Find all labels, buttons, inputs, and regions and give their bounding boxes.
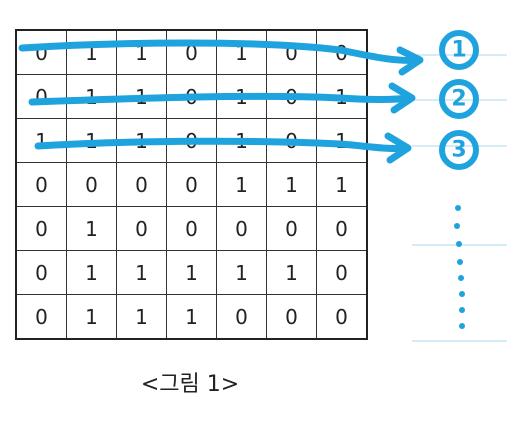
- grid-cell: 0: [15, 206, 67, 251]
- circled-label-2: 2: [439, 79, 479, 119]
- grid-cell: 0: [266, 206, 317, 251]
- row-arrow-3: [34, 137, 410, 153]
- grid-cell: 1: [266, 162, 317, 207]
- grid-cell: 0: [15, 162, 67, 207]
- row-arrow-1: [18, 39, 422, 64]
- grid-cell: 1: [216, 250, 267, 295]
- grid-cell: 0: [15, 74, 67, 119]
- grid-cell: 1: [166, 294, 217, 340]
- grid-cell: 1: [316, 162, 368, 207]
- grid-cell: 0: [15, 250, 67, 295]
- circled-label-1-text: 1: [451, 38, 466, 63]
- circled-label-2-text: 2: [451, 87, 466, 112]
- circled-label-1: 1: [439, 30, 479, 70]
- grid-cell: 0: [266, 294, 317, 340]
- grid-cell: 1: [66, 206, 117, 251]
- grid-cell: 1: [166, 250, 217, 295]
- grid-cell: 0: [316, 250, 368, 295]
- circled-label-3: 3: [439, 130, 479, 170]
- figure-caption: <그림 1>: [140, 372, 240, 397]
- grid-cell: 0: [216, 294, 267, 340]
- row-arrow-2-head: [388, 82, 416, 114]
- row-arrow-3-head: [384, 132, 412, 164]
- grid-cell: 1: [116, 294, 167, 340]
- grid-cell: 0: [116, 162, 167, 207]
- grid-cell: 0: [316, 206, 368, 251]
- row-arrow-1-head: [396, 46, 424, 76]
- grid-cell: 0: [316, 294, 368, 340]
- circled-label-3-text: 3: [451, 138, 466, 163]
- grid-cell: 1: [216, 162, 267, 207]
- grid-cell: 0: [166, 206, 217, 251]
- grid-cell: 1: [116, 250, 167, 295]
- grid-cell: 0: [216, 206, 267, 251]
- grid-cell: 1: [266, 250, 317, 295]
- row-arrow-2: [28, 92, 414, 106]
- continuation-dots: [454, 205, 465, 329]
- grid-cell: 1: [66, 250, 117, 295]
